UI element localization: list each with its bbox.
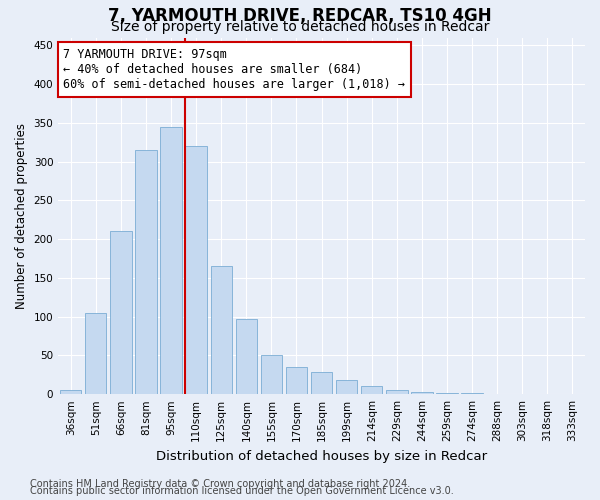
Bar (311, 372, 332, 394)
Bar (386, 390, 407, 394)
Bar (185, 146, 207, 394)
Text: Contains public sector information licensed under the Open Government Licence v3: Contains public sector information licen… (30, 486, 454, 496)
Text: 7, YARMOUTH DRIVE, REDCAR, TS10 4GH: 7, YARMOUTH DRIVE, REDCAR, TS10 4GH (108, 8, 492, 26)
Bar (336, 380, 358, 394)
Text: Contains HM Land Registry data © Crown copyright and database right 2024.: Contains HM Land Registry data © Crown c… (30, 479, 410, 489)
Y-axis label: Number of detached properties: Number of detached properties (15, 123, 28, 309)
Text: 7 YARMOUTH DRIVE: 97sqm
← 40% of detached houses are smaller (684)
60% of semi-d: 7 YARMOUTH DRIVE: 97sqm ← 40% of detache… (64, 48, 406, 91)
Bar (286, 367, 307, 394)
Bar (211, 266, 232, 394)
X-axis label: Distribution of detached houses by size in Redcar: Distribution of detached houses by size … (156, 450, 487, 462)
Bar (60, 390, 82, 394)
Bar (411, 392, 433, 394)
Bar (136, 150, 157, 394)
Bar (261, 356, 282, 394)
Bar (361, 386, 382, 394)
Bar (85, 313, 106, 394)
Bar (160, 126, 182, 394)
Text: Size of property relative to detached houses in Redcar: Size of property relative to detached ho… (111, 20, 489, 34)
Bar (110, 232, 131, 394)
Bar (236, 319, 257, 394)
